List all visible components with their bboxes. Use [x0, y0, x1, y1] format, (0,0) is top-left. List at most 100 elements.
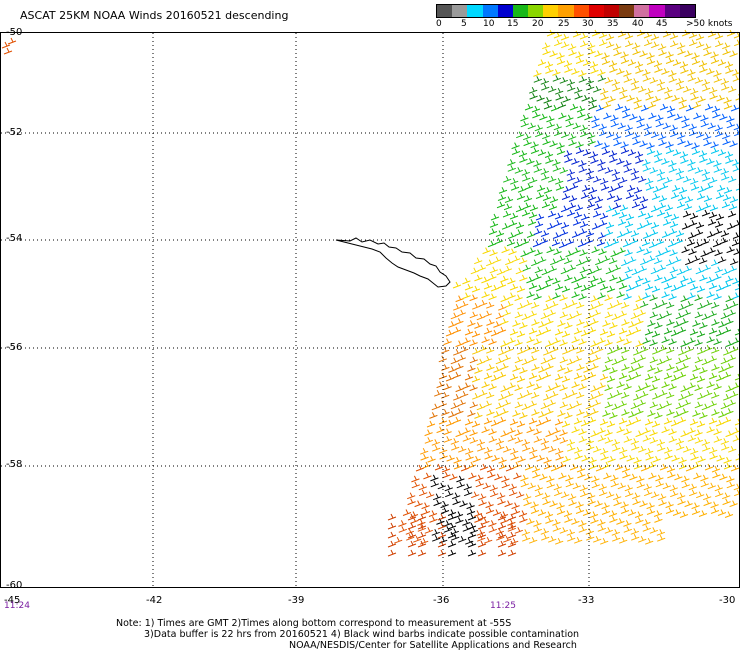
wind-barb	[514, 356, 523, 364]
wind-barb	[621, 391, 630, 399]
wind-barb	[723, 96, 732, 104]
wind-barb	[555, 447, 564, 455]
wind-barb	[722, 132, 731, 140]
wind-barb	[670, 490, 679, 498]
wind-barb	[550, 300, 559, 308]
wind-barb	[578, 526, 587, 533]
wind-barb	[573, 211, 583, 219]
wind-barb	[652, 347, 661, 355]
wind-barb	[528, 282, 538, 290]
wind-barb	[687, 435, 696, 442]
wind-barb	[600, 447, 609, 455]
wind-barb	[673, 366, 682, 373]
wind-barb	[533, 293, 542, 301]
wind-barb	[658, 49, 667, 57]
wind-barb	[696, 491, 705, 499]
wind-barb	[424, 527, 433, 534]
wind-barb	[521, 313, 530, 321]
wind-barb	[520, 480, 529, 488]
wind-barb	[709, 446, 718, 454]
wind-barb	[545, 408, 554, 415]
wind-barb	[490, 419, 500, 427]
wind-barb	[630, 438, 639, 445]
wind-barb	[685, 345, 694, 353]
wind-barb	[663, 372, 673, 380]
wind-barb	[692, 461, 702, 469]
wind-barb	[654, 367, 663, 374]
wind-barb	[484, 452, 493, 460]
wind-barb	[611, 403, 620, 411]
wind-barb	[630, 402, 639, 410]
wind-barb	[675, 78, 684, 85]
wind-barb	[550, 345, 559, 353]
wind-barb	[633, 96, 642, 104]
wind-barb	[566, 529, 575, 536]
wind-barb	[549, 196, 559, 203]
wind-barb	[450, 357, 459, 365]
scale-swatch	[573, 5, 589, 17]
wind-barb	[609, 257, 618, 265]
wind-barb	[475, 474, 484, 482]
wind-barb	[559, 401, 568, 409]
wind-barb	[587, 416, 597, 424]
wind-barb	[697, 186, 707, 193]
wind-barb	[552, 519, 561, 526]
wind-barb	[617, 247, 626, 255]
wind-barb	[589, 151, 599, 158]
wind-barb	[504, 196, 514, 203]
wind-barb	[552, 525, 561, 532]
wind-barb	[488, 383, 497, 391]
wind-barb	[505, 300, 514, 308]
wind-barb	[702, 202, 712, 210]
wind-barb	[486, 319, 495, 326]
wind-barb	[655, 114, 664, 122]
wind-barb	[581, 185, 591, 192]
wind-barb	[544, 61, 554, 68]
wind-barb	[558, 472, 567, 480]
wind-barb	[581, 94, 590, 102]
wind-barb	[594, 50, 603, 58]
wind-barb	[708, 417, 718, 425]
wind-barb	[430, 480, 439, 488]
wind-barb	[387, 522, 397, 530]
wind-barb	[573, 310, 582, 318]
wind-barb	[642, 525, 651, 532]
wind-barb	[452, 416, 462, 424]
wind-barb	[552, 69, 561, 76]
wind-barb	[417, 540, 427, 548]
wind-barb	[522, 174, 531, 182]
wind-barb	[592, 309, 601, 317]
wind-barb	[676, 268, 685, 276]
wind-barb	[565, 250, 574, 258]
wind-barb	[421, 502, 430, 510]
wind-barb	[721, 173, 730, 181]
wind-barb	[709, 204, 719, 212]
wind-barb	[524, 344, 533, 352]
wind-barb	[628, 366, 637, 373]
wind-barb	[635, 430, 644, 438]
wind-barb	[677, 492, 686, 500]
wind-barb	[535, 213, 545, 221]
wind-barb	[439, 446, 448, 454]
wind-barb	[625, 213, 635, 221]
wind-barb	[690, 177, 699, 185]
wind-barb	[651, 131, 660, 139]
wind-barb	[460, 464, 470, 472]
wind-barb	[567, 534, 576, 542]
wind-barb	[512, 365, 521, 372]
wind-barb	[593, 85, 602, 93]
wind-barb	[707, 122, 716, 130]
lon-label: -42	[146, 595, 163, 606]
wind-barb	[547, 309, 556, 317]
wind-barb	[647, 101, 657, 109]
wind-barb	[661, 68, 670, 75]
wind-barb	[414, 500, 423, 508]
wind-barb	[604, 294, 613, 302]
wind-barb	[675, 168, 684, 175]
wind-barb	[531, 465, 541, 473]
wind-barb	[630, 528, 639, 535]
wind-barb	[467, 513, 477, 521]
wind-barb	[507, 549, 517, 557]
wind-barb	[553, 248, 562, 256]
